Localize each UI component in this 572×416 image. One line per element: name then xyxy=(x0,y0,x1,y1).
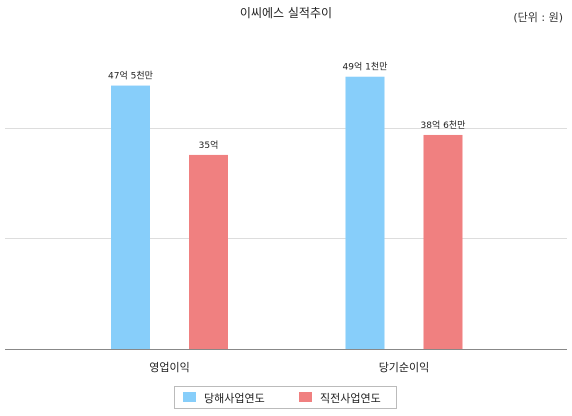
legend-label-current: 당해사업연도 xyxy=(204,391,265,405)
data-label-1-0: 49억 1천만 xyxy=(343,61,388,73)
category-label-0: 영업이익 xyxy=(149,361,189,374)
bar-1-0 xyxy=(345,76,385,349)
data-label-0-1: 35억 xyxy=(199,139,219,151)
legend-swatch-current xyxy=(183,392,196,402)
category-labels: 영업이익 당기순이익 xyxy=(149,361,429,374)
legend-label-previous: 직전사업연도 xyxy=(320,392,381,405)
legend: 당해사업연도 직전사업연도 xyxy=(174,386,397,409)
data-label-0-0: 47억 5천만 xyxy=(108,70,153,82)
chart-title: 이씨에스 실적추이 xyxy=(240,6,332,20)
unit-note: (단위 : 원) xyxy=(513,11,563,24)
category-label-1: 당기순이익 xyxy=(379,361,430,374)
legend-swatch-previous xyxy=(299,392,312,402)
bar-1-1 xyxy=(423,134,463,349)
data-labels: 47억 5천만 35억 49억 1천만 38억 6천만 xyxy=(108,61,465,151)
data-label-1-1: 38억 6천만 xyxy=(421,119,466,131)
legend-box xyxy=(174,386,397,409)
bars xyxy=(111,76,463,349)
gridlines xyxy=(5,128,567,239)
bar-0-1 xyxy=(189,154,228,349)
bar-0-0 xyxy=(111,85,150,349)
